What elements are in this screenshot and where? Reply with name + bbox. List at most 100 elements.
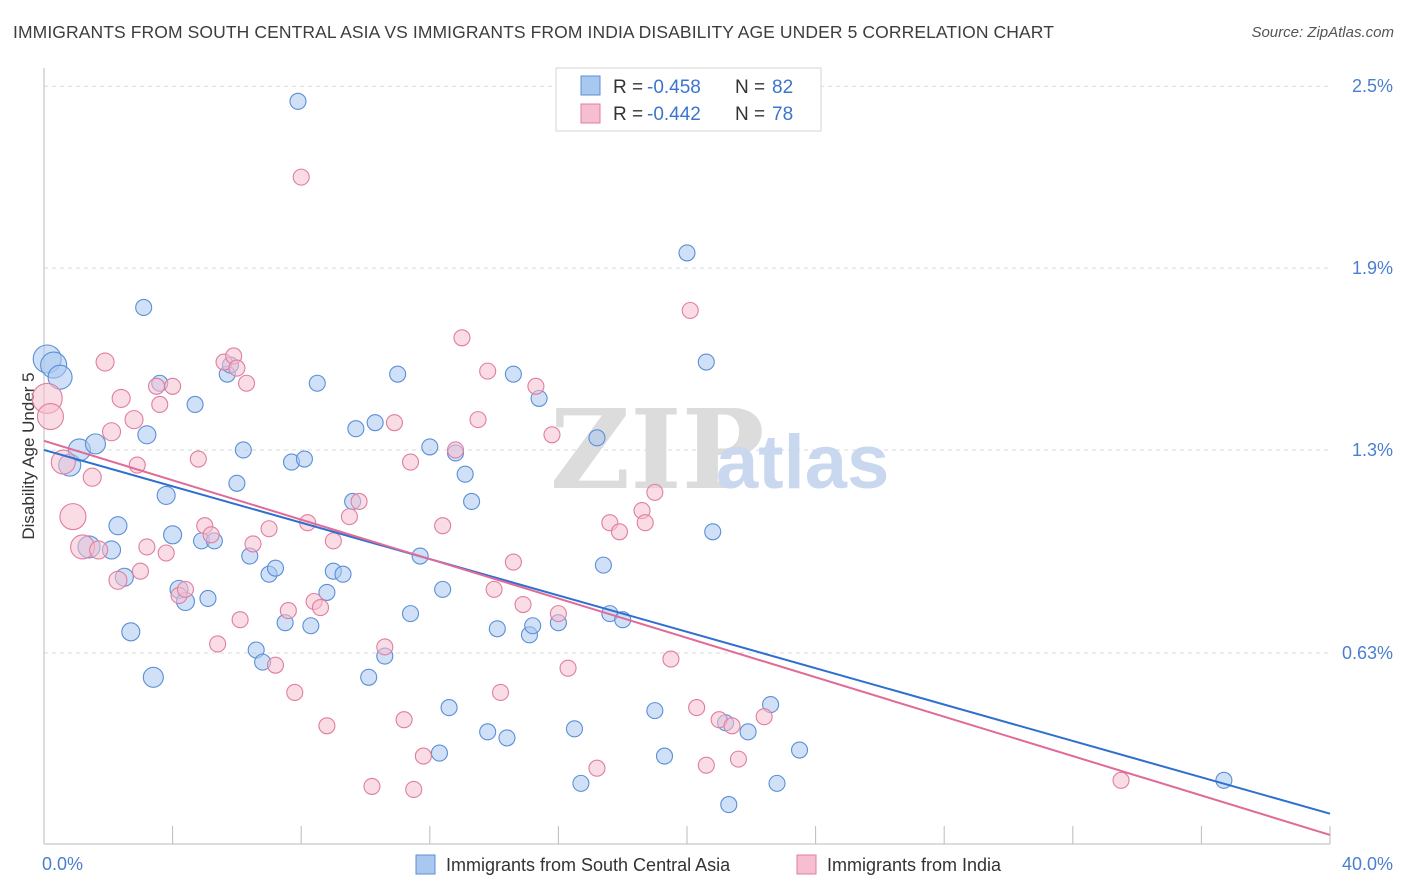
point-india bbox=[646, 483, 664, 501]
point-south-central-asia bbox=[347, 420, 365, 438]
point-south-central-asia bbox=[720, 796, 738, 814]
point-south-central-asia bbox=[156, 485, 176, 505]
point-india bbox=[311, 599, 330, 617]
point-south-central-asia bbox=[704, 523, 722, 541]
point-india bbox=[101, 422, 122, 442]
point-india bbox=[164, 377, 182, 395]
point-south-central-asia bbox=[504, 365, 522, 383]
point-india bbox=[318, 717, 336, 735]
point-india bbox=[176, 580, 195, 598]
point-south-central-asia bbox=[266, 559, 285, 577]
point-india bbox=[228, 359, 246, 377]
watermark: ZIP atlas bbox=[550, 385, 889, 514]
point-south-central-asia bbox=[289, 92, 307, 110]
point-india bbox=[260, 520, 278, 538]
point-india bbox=[59, 503, 87, 531]
point-india bbox=[504, 553, 522, 571]
y-tick-labels: 0.63% 1.3% 1.9% 2.5% bbox=[1342, 76, 1393, 663]
point-india bbox=[434, 517, 452, 535]
legend-swatch-pink bbox=[580, 103, 601, 124]
chart-source: Source: ZipAtlas.com bbox=[1251, 24, 1394, 41]
top-legend: R = -0.458 N = 82 R = -0.442 N = 78 bbox=[555, 67, 822, 132]
bottom-legend-swatch-blue bbox=[415, 854, 436, 875]
point-india bbox=[636, 514, 654, 532]
point-india bbox=[108, 570, 128, 590]
legend-r-value-pink: -0.442 bbox=[647, 104, 701, 125]
point-south-central-asia bbox=[479, 723, 497, 741]
point-south-central-asia bbox=[697, 353, 715, 371]
point-south-central-asia bbox=[318, 583, 336, 601]
point-south-central-asia bbox=[366, 414, 384, 432]
trendline-india bbox=[43, 439, 1331, 836]
point-india bbox=[363, 777, 381, 795]
legend-swatch-blue bbox=[580, 75, 601, 96]
point-india bbox=[688, 699, 706, 717]
point-india bbox=[202, 526, 220, 544]
point-india bbox=[588, 759, 606, 777]
point-south-central-asia bbox=[739, 723, 757, 741]
point-india bbox=[610, 523, 629, 541]
point-india bbox=[147, 377, 166, 395]
point-india bbox=[151, 395, 169, 414]
legend-r-label-blue: R = bbox=[613, 77, 643, 98]
point-india bbox=[266, 656, 285, 674]
point-india bbox=[36, 403, 64, 431]
point-south-central-asia bbox=[572, 774, 590, 792]
bottom-legend-swatch-pink bbox=[796, 854, 817, 875]
y-tick-label: 1.3% bbox=[1352, 440, 1393, 460]
point-india bbox=[479, 362, 497, 380]
point-south-central-asia bbox=[228, 474, 246, 492]
trendline-south-central-asia bbox=[43, 448, 1331, 815]
y-axis-label: Disability Age Under 5 bbox=[19, 372, 38, 539]
legend-n-value-blue: 82 bbox=[772, 77, 793, 98]
point-south-central-asia bbox=[565, 720, 584, 738]
point-south-central-asia bbox=[142, 666, 164, 688]
point-south-central-asia bbox=[108, 516, 128, 536]
point-india bbox=[292, 168, 310, 186]
point-india bbox=[543, 426, 561, 444]
point-india bbox=[82, 467, 102, 487]
point-india bbox=[376, 638, 394, 656]
point-india bbox=[189, 450, 207, 468]
point-south-central-asia bbox=[498, 729, 516, 747]
legend-n-label-blue: N = bbox=[735, 77, 765, 98]
point-india bbox=[549, 605, 567, 623]
point-india bbox=[401, 453, 420, 471]
point-india bbox=[491, 683, 510, 701]
point-india bbox=[662, 650, 680, 668]
point-india bbox=[244, 535, 262, 553]
point-south-central-asia bbox=[594, 556, 612, 574]
point-india bbox=[385, 414, 403, 432]
point-india bbox=[340, 508, 358, 526]
point-south-central-asia bbox=[199, 589, 217, 608]
legend-n-value-pink: 78 bbox=[772, 104, 793, 125]
y-tick-label: 0.63% bbox=[1342, 643, 1393, 663]
point-south-central-asia bbox=[302, 617, 320, 635]
x-ticks bbox=[43, 826, 1331, 844]
point-india bbox=[729, 750, 747, 768]
point-south-central-asia bbox=[389, 365, 407, 383]
point-south-central-asia bbox=[434, 580, 452, 598]
point-south-central-asia bbox=[421, 438, 439, 456]
point-south-central-asia bbox=[308, 374, 326, 392]
x-tick-label-max: 40.0% bbox=[1342, 854, 1393, 874]
point-india bbox=[131, 562, 149, 580]
point-south-central-asia bbox=[135, 298, 153, 317]
point-india bbox=[697, 756, 715, 774]
point-india bbox=[527, 377, 545, 395]
point-india bbox=[681, 301, 699, 320]
x-tick-label-min: 0.0% bbox=[42, 854, 83, 874]
point-india bbox=[95, 352, 115, 372]
point-india bbox=[453, 329, 471, 347]
point-india bbox=[485, 580, 503, 598]
point-india bbox=[414, 747, 432, 765]
point-south-central-asia bbox=[334, 565, 352, 583]
point-south-central-asia bbox=[295, 450, 313, 468]
point-india bbox=[111, 388, 131, 408]
point-india bbox=[350, 492, 368, 511]
bottom-legend: Immigrants from South Central Asia Immig… bbox=[415, 854, 1002, 875]
point-south-central-asia bbox=[234, 441, 252, 459]
point-south-central-asia bbox=[463, 492, 481, 511]
point-south-central-asia bbox=[401, 605, 420, 623]
